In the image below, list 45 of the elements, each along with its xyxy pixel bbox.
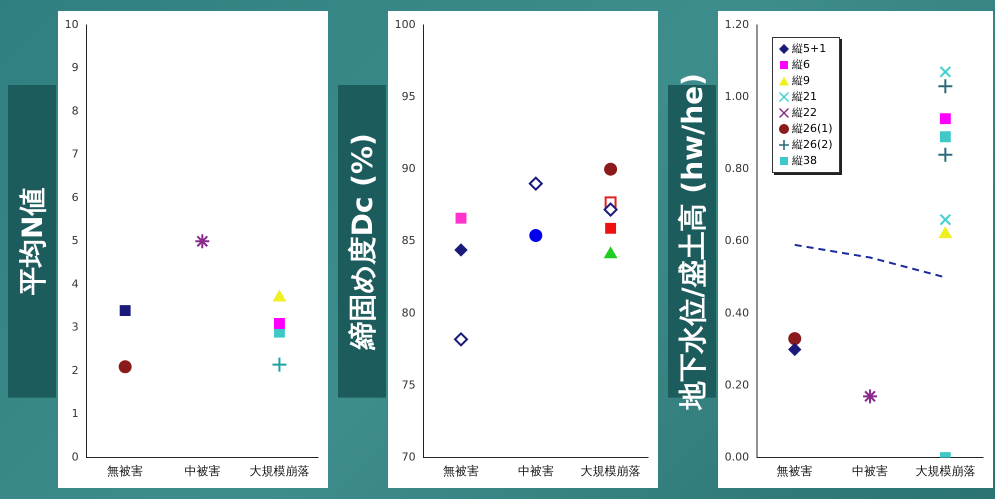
x-tick-label: 大規模崩落: [580, 464, 641, 478]
y-tick-label: 75: [402, 378, 416, 392]
x-tick-label: 無被害: [776, 464, 813, 478]
x-tick-label: 無被害: [107, 464, 144, 478]
y-tick-label: 0.60: [724, 234, 750, 248]
y-tick-label: 1.00: [724, 90, 750, 103]
x-tick-label: 大規模崩落: [249, 464, 310, 478]
legend-label: 縦26(1): [792, 121, 833, 137]
y-tick-label: 6: [72, 190, 79, 204]
y-tick-label: 5: [72, 234, 79, 248]
y-tick-label: 90: [402, 162, 416, 176]
y-tick-label: 4: [72, 277, 79, 290]
y-tick-label: 1.20: [724, 18, 750, 31]
y-tick-label: 80: [402, 306, 416, 320]
legend-label: 縦38: [792, 153, 817, 169]
legend-label: 縦22: [792, 105, 817, 121]
y-tick-label: 95: [402, 90, 416, 103]
legend-label: 縦9: [792, 73, 810, 89]
y-tick-label: 0.00: [724, 450, 750, 464]
y-axis-title: 締固め度Dc (%): [346, 133, 380, 350]
legend-label: 縦26(2): [792, 137, 833, 153]
y-tick-label: 3: [72, 320, 79, 334]
x-tick-label: 大規模崩落: [915, 464, 976, 478]
y-tick-label: 8: [72, 104, 79, 118]
y-tick-label: 0.80: [724, 162, 750, 176]
y-tick-label: 10: [64, 18, 79, 31]
y-axis-title: 平均N値: [16, 188, 50, 296]
x-tick-label: 中被害: [184, 464, 220, 478]
legend-label: 縦5+1: [792, 41, 826, 57]
y-tick-label: 100: [394, 18, 416, 31]
x-tick-label: 無被害: [442, 464, 479, 478]
legend-label: 縦6: [792, 57, 810, 73]
y-tick-label: 1: [72, 407, 79, 420]
y-tick-label: 0.40: [724, 306, 750, 320]
x-tick-label: 中被害: [852, 464, 888, 478]
y-tick-label: 9: [72, 61, 79, 74]
y-tick-label: 70: [402, 450, 416, 464]
y-axis-title: 地下水位/盛土高 (hw/he): [676, 73, 710, 412]
x-tick-label: 中被害: [518, 464, 554, 478]
y-tick-label: 0: [72, 450, 79, 464]
y-tick-label: 0.20: [724, 378, 750, 392]
y-tick-label: 7: [72, 148, 79, 161]
y-tick-label: 85: [402, 234, 416, 248]
y-tick-label: 2: [72, 364, 79, 377]
legend-label: 縦21: [792, 89, 817, 105]
